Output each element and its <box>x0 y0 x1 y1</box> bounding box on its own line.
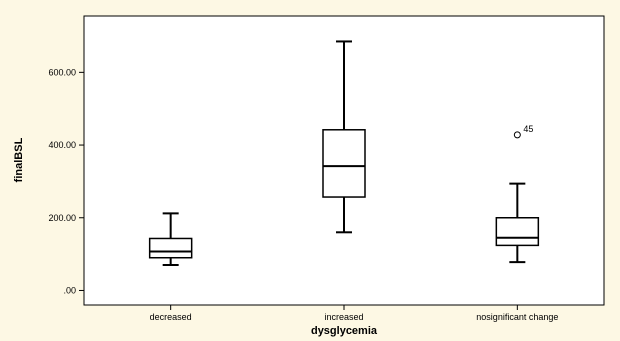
y-tick-label: .00 <box>63 285 76 295</box>
y-tick-label: 600.00 <box>48 67 76 77</box>
box-1 <box>322 40 366 234</box>
x-axis-title: dysglycemia <box>311 325 378 337</box>
iqr-box <box>322 129 366 198</box>
boxes: 45 <box>148 40 540 267</box>
x-tick-label: nosignificant change <box>476 312 558 322</box>
y-tick-label: 400.00 <box>48 140 76 150</box>
iqr-box <box>148 237 193 259</box>
outlier-label: 45 <box>523 124 533 134</box>
iqr-box <box>495 217 540 247</box>
y-axis-title: finalBSL <box>13 137 25 182</box>
y-tick-label: 200.00 <box>48 213 76 223</box>
outlier-point <box>513 131 521 139</box>
box-0 <box>148 212 193 267</box>
x-tick-label: decreased <box>150 312 192 322</box>
box-2: 45 <box>495 124 540 264</box>
x-tick-label: increased <box>324 312 363 322</box>
y-axis: .00 200.00 400.00 600.00 <box>48 67 84 295</box>
x-axis: decreased increased nosignificant change <box>150 305 558 322</box>
